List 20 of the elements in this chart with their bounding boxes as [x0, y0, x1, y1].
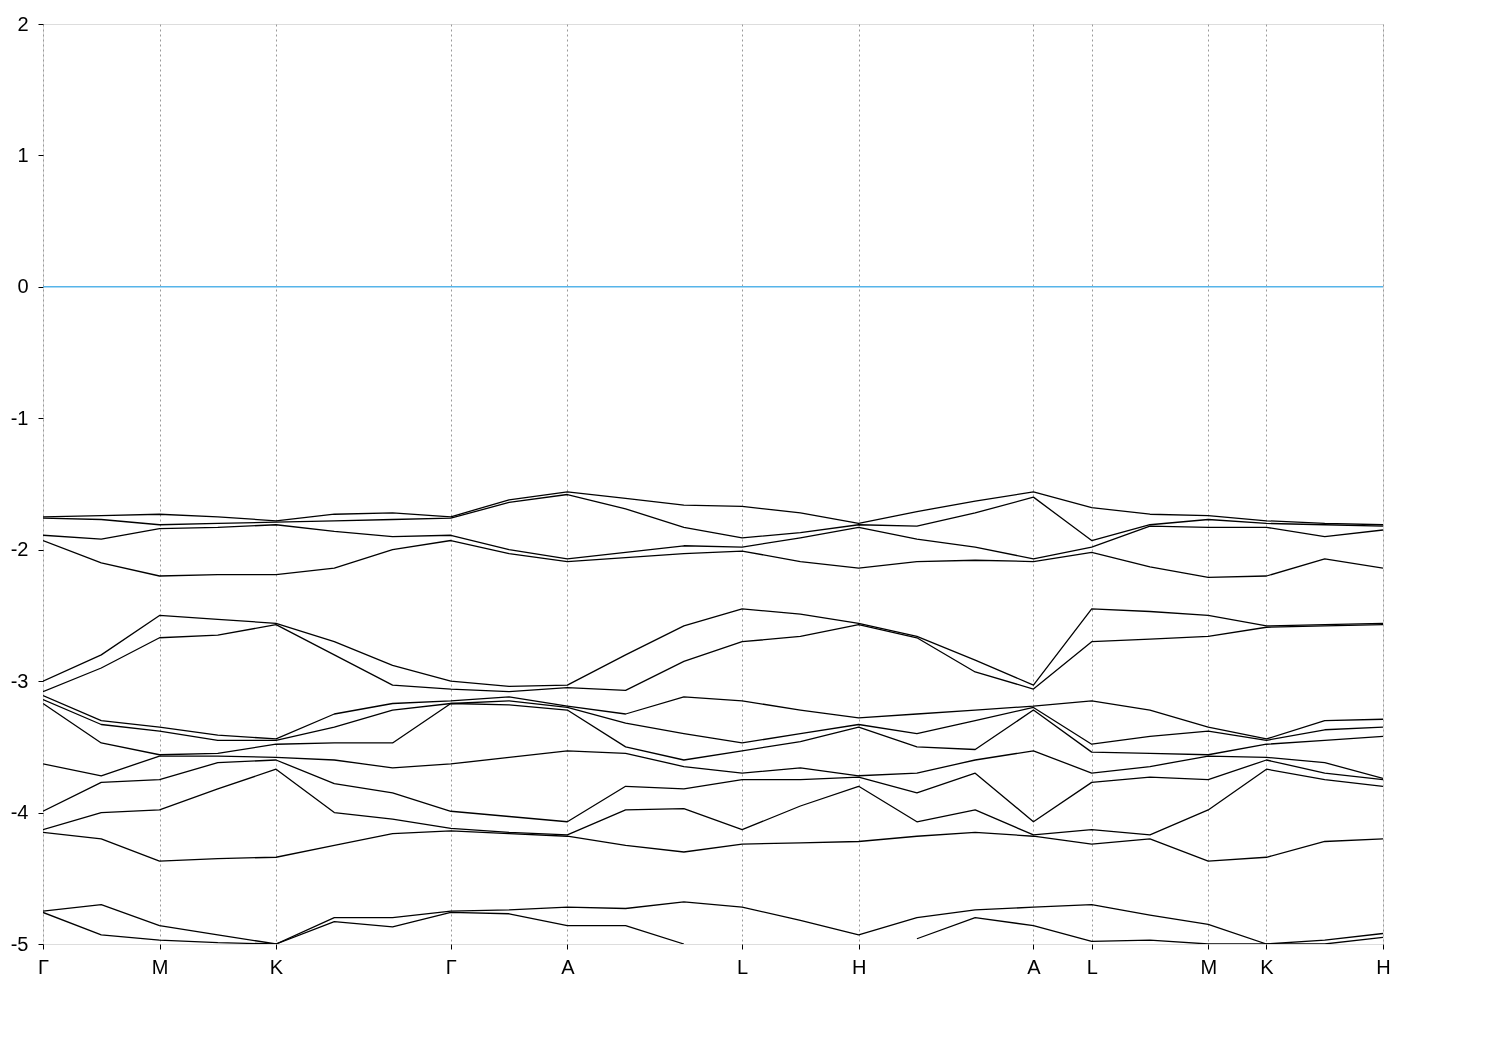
x-tick-label: H	[1376, 955, 1391, 978]
y-tick-label: -4	[10, 801, 29, 824]
x-tick-label: M	[151, 955, 169, 978]
x-tick-label: K	[1260, 955, 1275, 978]
x-tick-label: L	[1086, 955, 1098, 978]
x-tick-label: M	[1200, 955, 1218, 978]
x-tick-label: L	[737, 955, 749, 978]
y-tick-label: 2	[17, 12, 29, 35]
y-tick-label: -3	[10, 669, 29, 692]
y-tick-label: -1	[10, 406, 29, 429]
y-tick-label: 1	[17, 143, 29, 166]
x-tick-label: Γ	[445, 955, 457, 978]
x-tick-label: K	[269, 955, 284, 978]
y-tick-label: -2	[10, 538, 29, 561]
y-tick-label: 0	[17, 275, 29, 298]
x-tick-label: A	[1027, 955, 1042, 978]
y-tick-label: -5	[10, 932, 29, 955]
x-tick-label: H	[851, 955, 867, 978]
x-tick-label: A	[561, 955, 576, 978]
x-tick-label: Γ	[37, 955, 50, 978]
